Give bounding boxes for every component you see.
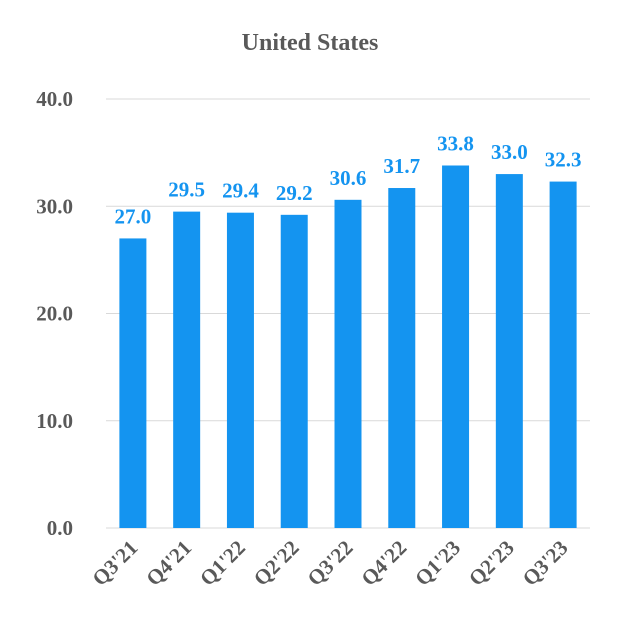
- data-label: 30.6: [330, 166, 367, 190]
- data-label: 29.4: [222, 179, 259, 203]
- x-tick-label: Q4'21: [141, 536, 196, 591]
- y-tick-label: 10.0: [36, 409, 73, 433]
- bar: [119, 238, 147, 529]
- bar: [495, 174, 523, 528]
- bar: [334, 199, 362, 528]
- x-axis-ticks: Q3'21Q4'21Q1'22Q2'22Q3'22Q4'22Q1'23Q2'23…: [88, 536, 573, 591]
- bar: [442, 165, 470, 528]
- data-label: 29.5: [168, 178, 205, 202]
- y-axis-ticks: 0.0 10.0 20.0 30.0 40.0: [36, 87, 73, 540]
- data-label: 27.0: [115, 204, 152, 228]
- bars: [119, 165, 577, 529]
- data-label: 32.3: [545, 148, 582, 172]
- data-label: 29.2: [276, 181, 313, 205]
- bar: [226, 212, 254, 528]
- data-label: 33.8: [437, 131, 474, 155]
- data-label: 33.0: [491, 140, 528, 164]
- bar: [280, 214, 308, 528]
- y-tick-label: 0.0: [47, 516, 73, 540]
- x-tick-label: Q3'21: [88, 536, 143, 591]
- bar: [388, 188, 416, 528]
- chart-title: United States: [242, 30, 379, 56]
- y-tick-label: 30.0: [36, 194, 73, 218]
- x-tick-label: Q1'22: [195, 536, 250, 591]
- x-tick-label: Q3'23: [518, 536, 573, 591]
- bar: [549, 181, 577, 528]
- x-tick-label: Q4'22: [356, 536, 411, 591]
- y-tick-label: 20.0: [36, 302, 73, 326]
- y-tick-label: 40.0: [36, 87, 73, 111]
- x-tick-label: Q3'22: [303, 536, 358, 591]
- x-tick-label: Q2'23: [464, 536, 519, 591]
- data-label: 31.7: [383, 154, 420, 178]
- x-tick-label: Q2'22: [249, 536, 304, 591]
- x-tick-label: Q1'23: [410, 536, 465, 591]
- data-labels: 27.0 29.5 29.4 29.2 30.6 31.7 33.8 33.0 32.3: [115, 131, 582, 228]
- bar: [173, 211, 201, 529]
